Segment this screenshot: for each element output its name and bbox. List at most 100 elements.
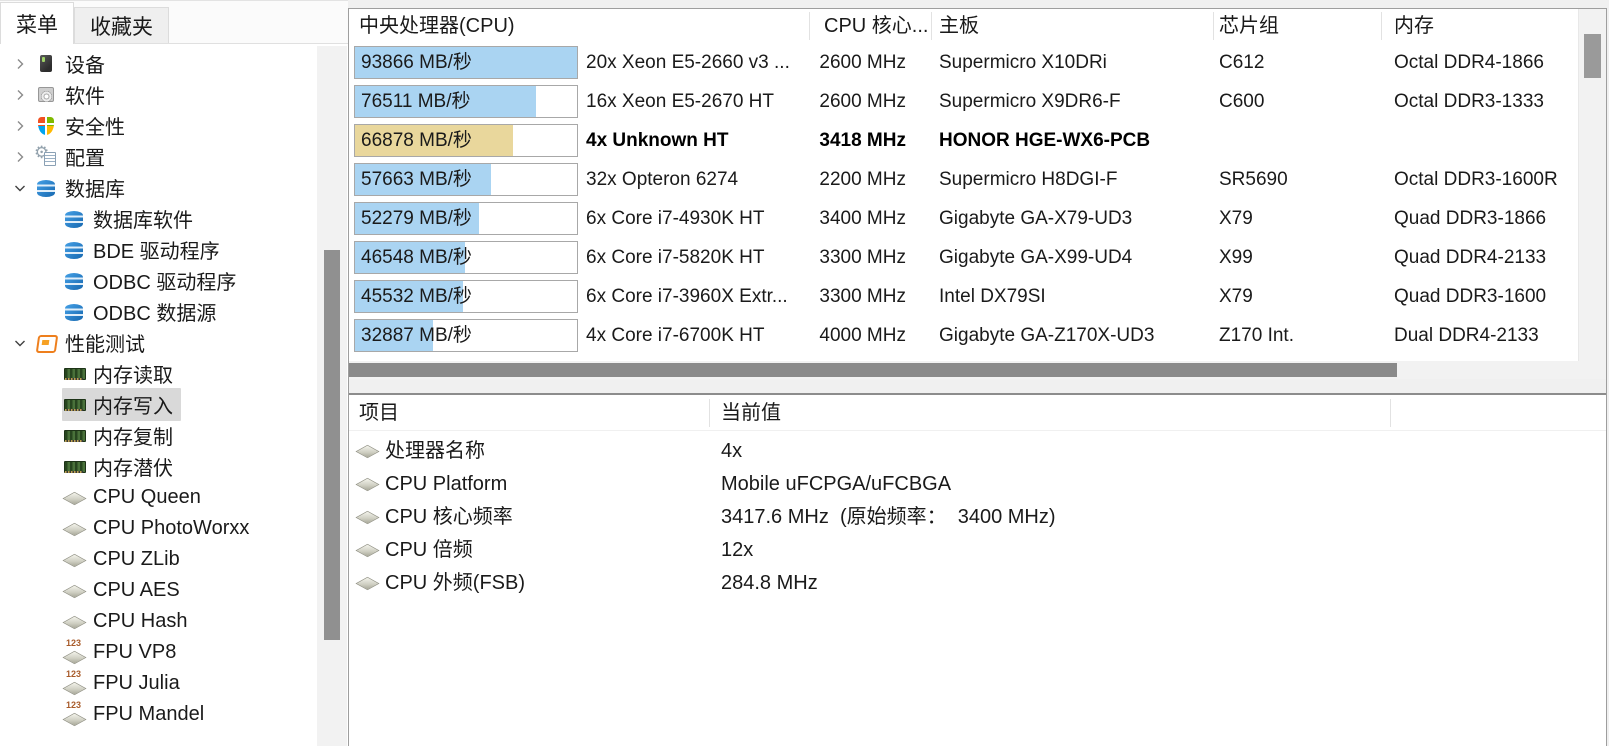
tree-item-body[interactable]: ODBC 数据源 (62, 295, 224, 328)
expand-chevron[interactable] (40, 676, 56, 692)
benchmark-row[interactable]: 57663 MB/秒 32x Opteron 6274 2200 MHz Sup… (349, 160, 1578, 199)
ram-icon (64, 364, 86, 384)
benchmark-row[interactable]: 46548 MB/秒 6x Core i7-5820K HT 3300 MHz … (349, 238, 1578, 277)
expand-chevron[interactable] (40, 211, 56, 227)
detail-row[interactable]: CPU 倍频 12x (349, 534, 1606, 567)
sidebar-tree-item[interactable]: 软件 (0, 79, 318, 110)
cpu-name-cell: 20x Xeon E5-2660 v3 ... (586, 52, 790, 73)
expand-chevron[interactable] (40, 428, 56, 444)
expand-chevron[interactable] (40, 397, 56, 413)
tree-item-body[interactable]: 内存写入 (62, 388, 181, 421)
tree-item-body[interactable]: 数据库 (34, 171, 133, 204)
sidebar-tree-item[interactable]: 内存潜伏 (0, 451, 318, 482)
sidebar-tree-item[interactable]: 内存读取 (0, 358, 318, 389)
expand-chevron[interactable] (12, 56, 28, 72)
column-header-memory[interactable]: 内存 (1394, 15, 1434, 37)
column-header-chipset[interactable]: 芯片组 (1219, 15, 1279, 37)
sidebar-tree-item[interactable]: CPU Queen (0, 482, 318, 513)
expand-chevron[interactable] (40, 521, 56, 537)
benchmark-row[interactable]: 93866 MB/秒 20x Xeon E5-2660 v3 ... 2600 … (349, 43, 1578, 82)
expand-chevron[interactable] (12, 87, 28, 103)
sidebar-scrollbar-thumb[interactable] (324, 250, 340, 640)
tree-item-body[interactable]: CPU PhotoWorxx (62, 515, 257, 542)
benchmark-row[interactable]: 32887 MB/秒 4x Core i7-6700K HT 4000 MHz … (349, 316, 1578, 355)
benchmark-row[interactable]: 66878 MB/秒 4x Unknown HT 3418 MHz HONOR … (349, 121, 1578, 160)
tree-item-body[interactable]: BDE 驱动程序 (62, 233, 228, 266)
tree-item-body[interactable]: CPU Queen (62, 484, 209, 511)
tree-item-body[interactable]: 设备 (34, 48, 113, 80)
tab-favorites[interactable]: 收藏夹 (74, 7, 169, 44)
detail-row[interactable]: 处理器名称 4x (349, 435, 1606, 468)
sidebar-tree-item[interactable]: 内存复制 (0, 420, 318, 451)
tree-item-body[interactable]: 性能测试 (34, 326, 153, 359)
tree-item-body[interactable]: ODBC 驱动程序 (62, 264, 244, 297)
tab-menu[interactable]: 菜单 (0, 2, 74, 45)
tree-item-body[interactable]: 软件 (34, 78, 113, 111)
sidebar-tree-item[interactable]: 数据库 (0, 172, 318, 203)
memory-cell: Quad DDR3-1866 (1394, 208, 1547, 229)
expand-chevron[interactable] (12, 335, 28, 351)
detail-row[interactable]: CPU 核心频率 3417.6 MHz (原始频率： 3400 MHz) (349, 501, 1606, 534)
tree-item-body[interactable]: 内存潜伏 (62, 450, 181, 483)
tree-item-body[interactable]: FPU Julia (62, 669, 188, 697)
sidebar-tree-item[interactable]: CPU ZLib (0, 544, 318, 575)
config-icon (34, 143, 56, 167)
expand-chevron[interactable] (40, 614, 56, 630)
column-header-value[interactable]: 当前值 (721, 402, 781, 424)
tree-item-body[interactable]: FPU Mandel (62, 700, 212, 728)
tree-item-body[interactable]: 安全性 (34, 109, 133, 142)
sidebar-tree-item[interactable]: 性能测试 (0, 327, 318, 358)
expand-chevron[interactable] (40, 645, 56, 661)
sidebar-tree-item[interactable]: CPU PhotoWorxx (0, 513, 318, 544)
benchmark-hscroll-thumb[interactable] (349, 363, 1397, 377)
tree-item-body[interactable]: FPU VP8 (62, 638, 184, 666)
column-header-item[interactable]: 项目 (359, 402, 399, 424)
sidebar-tree-item[interactable]: ODBC 数据源 (0, 296, 318, 327)
sidebar-scrollbar[interactable] (317, 46, 347, 746)
sidebar-tree-item[interactable]: 内存写入 (0, 388, 318, 421)
sidebar-tree-item[interactable]: 数据库软件 (0, 203, 318, 234)
cpu-name-cell: 6x Core i7-5820K HT (586, 247, 765, 268)
sidebar-tree-item[interactable]: 设备 (0, 48, 318, 79)
tree-item-body[interactable]: CPU AES (62, 577, 188, 604)
sidebar-tree-item[interactable]: BDE 驱动程序 (0, 234, 318, 265)
expand-chevron[interactable] (12, 149, 28, 165)
sidebar-tree-item[interactable]: 配置 (0, 141, 318, 172)
tree-item-body[interactable]: CPU Hash (62, 608, 195, 635)
benchmark-vertical-scrollbar[interactable] (1578, 9, 1606, 361)
expand-chevron[interactable] (40, 366, 56, 382)
tree-item-body[interactable]: 内存读取 (62, 357, 181, 390)
expand-chevron[interactable] (40, 583, 56, 599)
sidebar-tree-item[interactable]: CPU Hash (0, 606, 318, 637)
benchmark-row[interactable]: 52279 MB/秒 6x Core i7-4930K HT 3400 MHz … (349, 199, 1578, 238)
sidebar-tree-item[interactable]: FPU Mandel (0, 699, 318, 730)
sidebar-tree-item[interactable]: ODBC 驱动程序 (0, 265, 318, 296)
benchmark-row[interactable]: 45532 MB/秒 6x Core i7-3960X Extr... 3300… (349, 277, 1578, 316)
benchmark-row[interactable]: 76511 MB/秒 16x Xeon E5-2670 HT 2600 MHz … (349, 82, 1578, 121)
benchmark-horizontal-scrollbar[interactable] (349, 361, 1606, 379)
detail-row[interactable]: CPU Platform Mobile uFCPGA/uFCBGA (349, 468, 1606, 501)
benchmark-vscroll-thumb[interactable] (1584, 34, 1601, 78)
database-icon (64, 302, 84, 322)
tree-item-body[interactable]: 内存复制 (62, 419, 181, 452)
tree-item-body[interactable]: CPU ZLib (62, 546, 188, 573)
sidebar-tree-item[interactable]: CPU AES (0, 575, 318, 606)
column-header-cpu[interactable]: 中央处理器(CPU) (359, 15, 515, 37)
expand-chevron[interactable] (40, 242, 56, 258)
expand-chevron[interactable] (40, 552, 56, 568)
expand-chevron[interactable] (40, 707, 56, 723)
expand-chevron[interactable] (12, 180, 28, 196)
expand-chevron[interactable] (12, 118, 28, 134)
sidebar-tree-item[interactable]: FPU VP8 (0, 637, 318, 668)
column-header-clock[interactable]: CPU 核心... (824, 15, 929, 37)
tree-item-body[interactable]: 配置 (34, 140, 113, 173)
column-header-board[interactable]: 主板 (939, 15, 979, 37)
expand-chevron[interactable] (40, 304, 56, 320)
detail-row[interactable]: CPU 外频(FSB) 284.8 MHz (349, 567, 1606, 600)
expand-chevron[interactable] (40, 490, 56, 506)
tree-item-body[interactable]: 数据库软件 (62, 202, 201, 235)
expand-chevron[interactable] (40, 273, 56, 289)
sidebar-tree-item[interactable]: 安全性 (0, 110, 318, 141)
expand-chevron[interactable] (40, 459, 56, 475)
sidebar-tree-item[interactable]: FPU Julia (0, 668, 318, 699)
